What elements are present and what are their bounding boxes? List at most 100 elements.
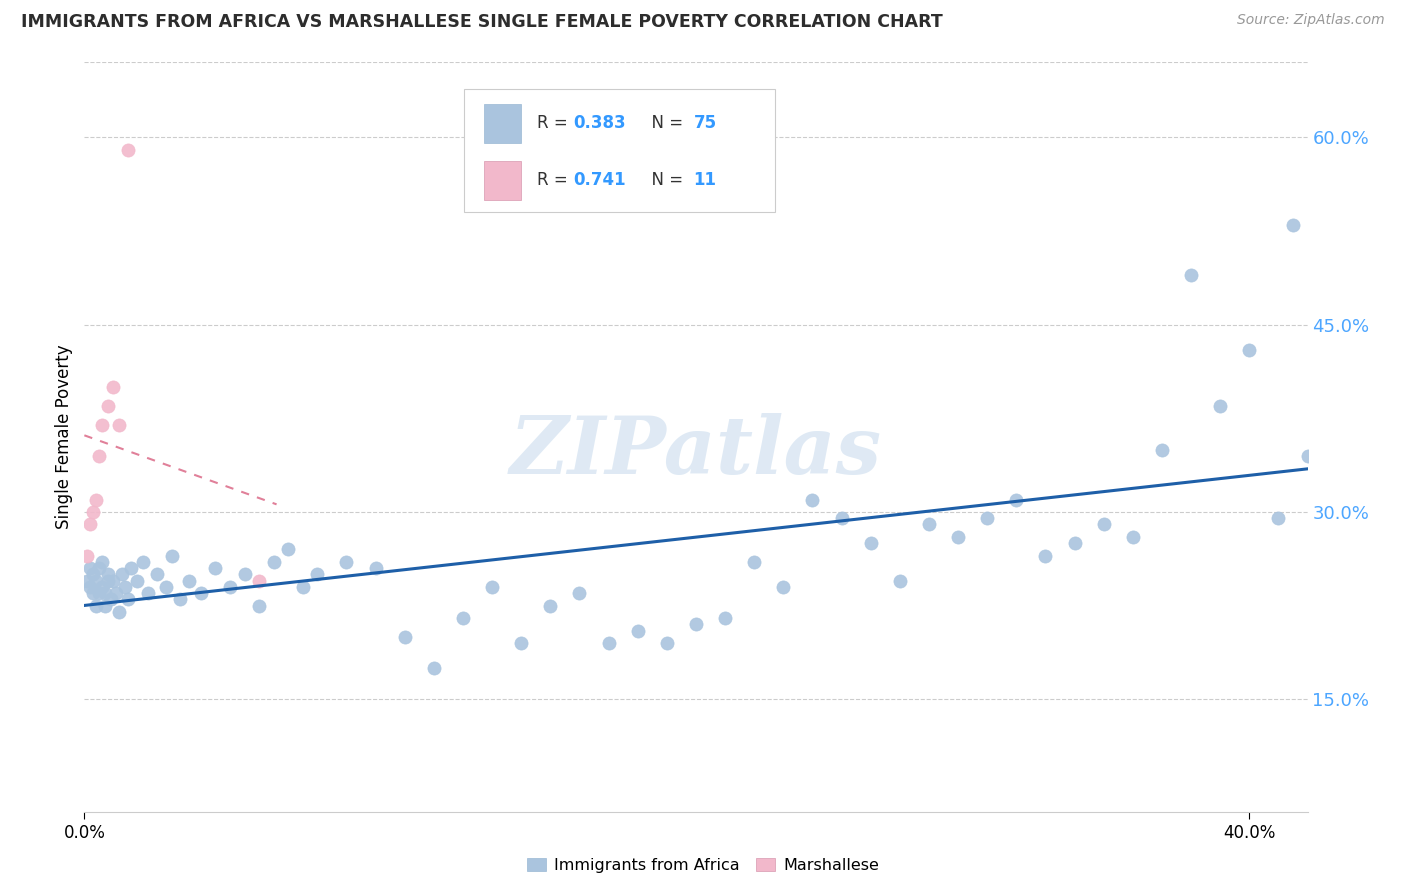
Point [146,567,169,582]
Point [79,561,101,575]
Point [155,580,177,594]
Point [335,555,357,569]
Point [772,580,794,594]
Text: 75: 75 [693,114,717,132]
Point [685,617,707,632]
Point [84,574,107,588]
Point [82,586,104,600]
Point [204,561,226,575]
Point [831,511,853,525]
Point [394,630,416,644]
Point [1005,492,1028,507]
Point [801,492,824,507]
Point [481,580,503,594]
Point [247,574,270,588]
Point [120,561,142,575]
Point [219,580,242,594]
Point [598,636,620,650]
Point [93,599,115,613]
Point [263,555,285,569]
Point [247,599,270,613]
Point [1063,536,1085,550]
Point [87,449,110,463]
Point [169,592,191,607]
Point [108,417,131,432]
Point [1239,343,1261,357]
Point [233,567,256,582]
Point [1267,511,1289,525]
Legend: Immigrants from Africa, Marshallese: Immigrants from Africa, Marshallese [520,852,886,880]
Text: ZIPatlas: ZIPatlas [510,413,882,491]
Text: R =: R = [537,114,574,132]
Point [568,586,591,600]
Point [103,574,125,588]
Text: 0.383: 0.383 [574,114,626,132]
Point [131,555,153,569]
Point [97,399,120,413]
Point [976,511,998,525]
Point [946,530,969,544]
Point [125,574,148,588]
Point [138,586,160,600]
Point [423,661,446,675]
Point [97,574,120,588]
Text: 11: 11 [693,171,717,189]
Point [90,555,112,569]
Point [117,143,139,157]
Text: IMMIGRANTS FROM AFRICA VS MARSHALLESE SINGLE FEMALE POVERTY CORRELATION CHART: IMMIGRANTS FROM AFRICA VS MARSHALLESE SI… [21,13,943,31]
Point [655,636,678,650]
Point [179,574,201,588]
Point [117,592,139,607]
Point [87,586,110,600]
Point [79,580,101,594]
Point [76,574,98,588]
Point [277,542,299,557]
Text: Source: ZipAtlas.com: Source: ZipAtlas.com [1237,13,1385,28]
Point [100,592,122,607]
Point [97,567,120,582]
Point [714,611,737,625]
Point [1180,268,1202,282]
Point [307,567,329,582]
Bar [484,161,522,200]
Y-axis label: Single Female Poverty: Single Female Poverty [55,345,73,529]
Point [108,605,131,619]
Point [1092,517,1115,532]
Point [1122,530,1144,544]
Point [364,561,387,575]
Point [82,567,104,582]
Point [90,580,112,594]
Point [114,580,136,594]
Point [90,417,112,432]
Point [111,567,134,582]
Point [889,574,911,588]
Text: N =: N = [641,171,689,189]
Point [87,561,110,575]
Point [742,555,765,569]
Point [538,599,561,613]
Text: 0.741: 0.741 [574,171,626,189]
Bar [484,103,522,143]
FancyBboxPatch shape [464,88,776,212]
Point [1209,399,1232,413]
Point [190,586,212,600]
Point [510,636,533,650]
Point [82,505,104,519]
Point [105,586,128,600]
Point [1296,449,1319,463]
Point [93,586,115,600]
Point [79,517,101,532]
Point [1150,442,1173,457]
Point [1282,218,1305,232]
Point [918,517,941,532]
Point [84,599,107,613]
Point [291,580,314,594]
Text: R =: R = [537,171,574,189]
Point [627,624,650,638]
Point [84,492,107,507]
Text: N =: N = [641,114,689,132]
Point [160,549,183,563]
Point [103,380,125,394]
Point [859,536,882,550]
Point [76,549,98,563]
